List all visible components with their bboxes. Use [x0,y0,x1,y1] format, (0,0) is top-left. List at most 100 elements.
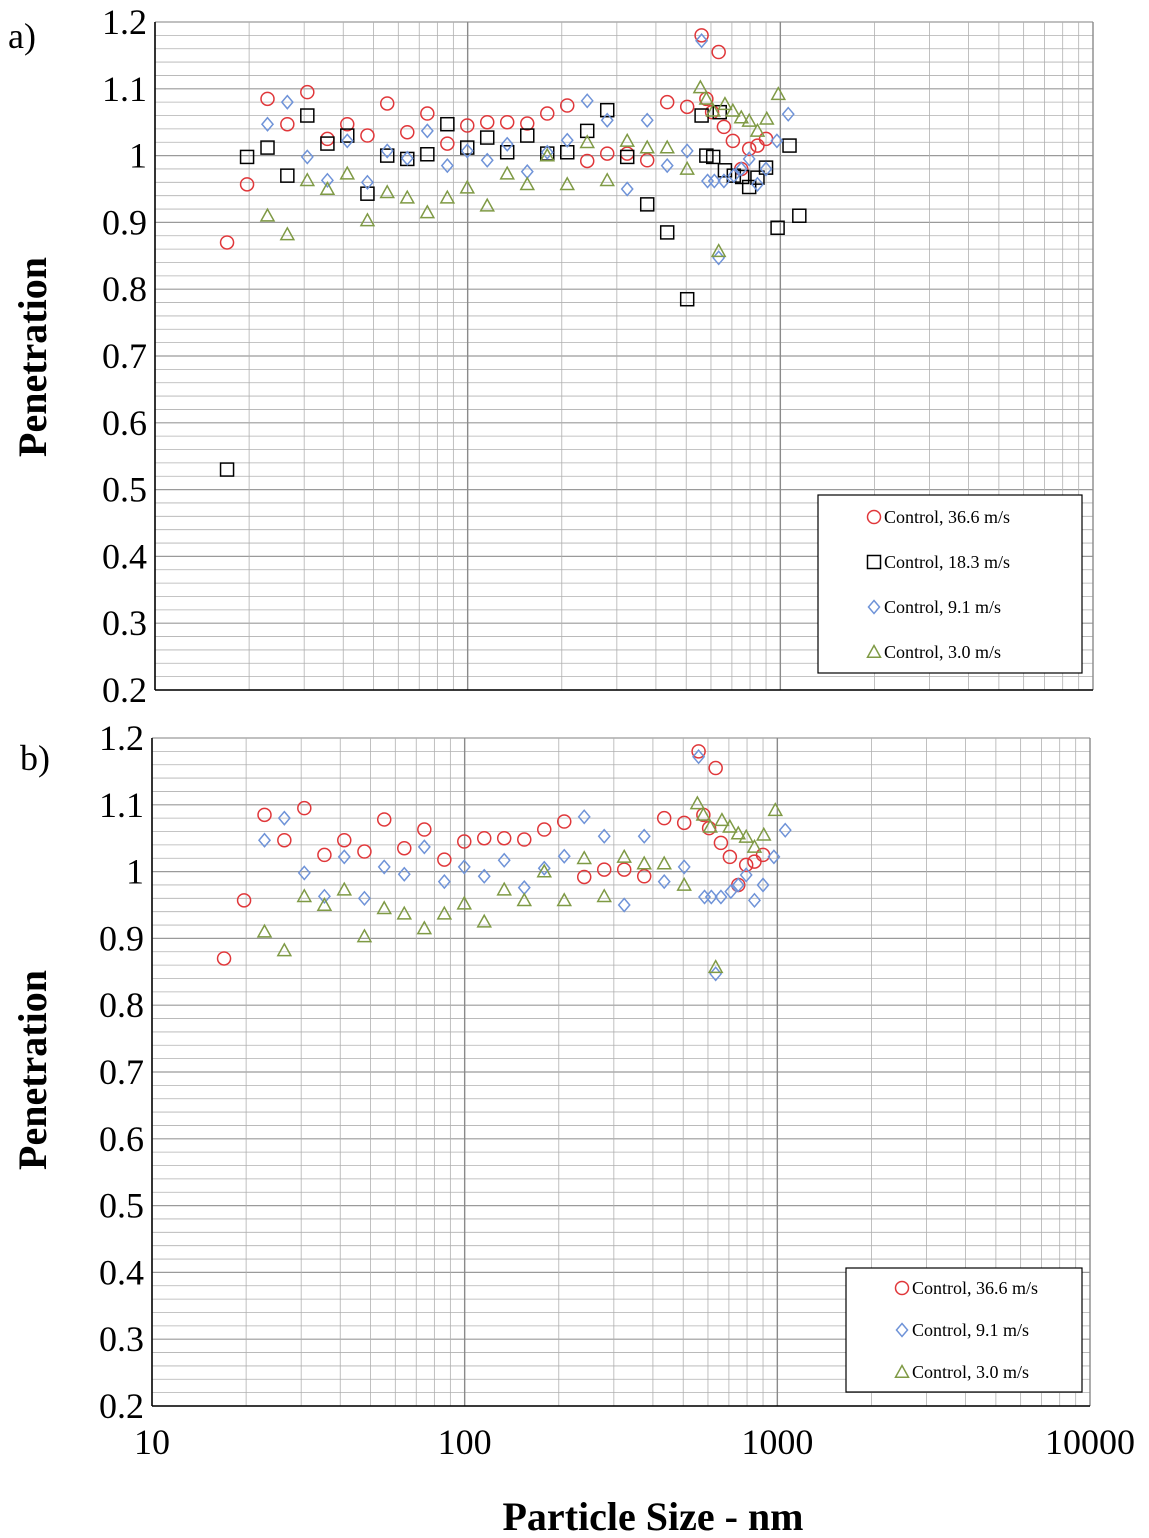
data-point-diamond [727,167,741,184]
x-tick-label: 10000 [1045,1422,1135,1462]
data-point-square [659,225,675,240]
data-point-diamond [617,897,631,913]
data-point-triangle [319,180,336,195]
data-point-diamond [457,859,471,875]
data-point-triangle [705,102,721,117]
y-axis-title-a: Penetration [10,257,55,457]
data-point-diamond [701,173,715,189]
data-point-circle [738,857,754,873]
data-point-circle [722,849,738,865]
y-tick-labels-a: 0.2 0.3 0.4 0.5 0.6 0.7 0.8 0.9 1 1.1 1.2 [102,2,147,710]
legend-label: Control, 36.6 m/s [912,1278,1038,1298]
y-tick-label: 1.1 [102,69,147,109]
data-point-diamond [698,889,712,905]
data-point-diamond [597,828,611,844]
data-point-circle [679,99,695,115]
data-point-triangle [376,900,393,915]
data-point-circle [579,153,595,169]
data-point-circle [499,114,515,130]
data-point-circle [713,835,729,851]
data-point-circle [420,106,435,121]
data-point-circle [616,862,632,877]
data-point-triangle [616,848,632,863]
data-point-triangle [741,112,757,127]
x-tick-label: 1000 [741,1422,813,1462]
y-tick-label: 0.3 [102,603,147,643]
data-point-circle [619,146,635,161]
data-point-diamond [437,873,451,890]
data-point-square [320,136,335,151]
legend-marker-circle [894,1280,910,1296]
legend-box [845,1267,1083,1393]
data-point-circle [280,116,295,132]
data-point-triangle [717,96,733,111]
data-point-diamond [337,849,351,865]
data-point-circle [457,834,472,849]
data-point-triangle [456,895,473,910]
data-point-circle [397,840,412,856]
data-point-triangle [759,110,775,125]
data-point-square [300,108,315,123]
x-tick-label: 100 [438,1422,492,1462]
data-point-circle [747,854,762,869]
data-point-diamond [497,852,511,868]
data-point-triangle [476,913,493,928]
data-point-diamond [781,106,795,122]
data-point-diamond [724,883,738,900]
data-point-circle [317,847,332,863]
data-point-circle [236,893,252,908]
data-point-circle [300,84,315,100]
data-point-triangle [722,818,738,833]
data-point-circle [725,133,741,149]
data-point-square [599,102,615,118]
data-point-square [750,170,765,185]
data-point-diamond [660,157,674,174]
data-point-triangle [379,184,396,199]
data-point-triangle [770,86,787,101]
data-point-circle [599,146,615,161]
data-point-square [219,462,235,477]
legend-a: Control, 36.6 m/s Control, 18.3 m/s Contro… [817,494,1083,674]
y-tick-label: 0.8 [102,269,147,309]
data-point-circle [277,832,292,848]
data-point-circle [340,116,355,132]
data-point-circle [556,814,572,829]
data-point-circle [337,832,352,848]
data-point-diamond [731,877,745,893]
data-point-triangle [399,189,416,204]
data-point-triangle [279,226,296,241]
data-point-triangle [656,855,672,870]
data-point-circle [596,862,612,877]
data-point-square [679,291,695,307]
data-point-diamond [680,143,694,159]
data-point-diamond [759,161,773,177]
legend-label: Control, 9.1 m/s [884,597,1001,617]
data-point-diamond [750,176,764,192]
legend-marker-circle [866,509,882,525]
legend-label: Control, 18.3 m/s [884,552,1010,572]
data-point-triangle [689,795,706,810]
data-point-triangle [730,825,747,840]
data-point-circle [540,106,555,121]
legend-marker-diamond [867,599,881,615]
data-point-circle [750,138,765,153]
y-tick-label: 0.5 [99,1186,144,1226]
data-point-triangle [725,102,741,117]
y-tick-label: 1.2 [99,718,144,758]
data-point-circle [716,119,732,135]
y-tick-label: 0.6 [102,403,147,443]
data-point-diamond [520,163,534,180]
data-point-diamond [742,151,756,167]
y-tick-label: 0.4 [99,1252,144,1292]
data-point-diamond [600,112,614,128]
data-point-triangle [536,863,553,878]
data-point-triangle [516,892,533,907]
y-tick-label: 0.5 [102,470,147,510]
data-point-diamond [380,143,394,159]
data-point-circle [741,141,757,157]
data-point-diamond [397,866,411,882]
data-markers-b [216,744,792,982]
data-point-triangle [479,197,496,212]
y-tick-labels-b: 0.2 0.3 0.4 0.5 0.6 0.7 0.8 0.9 1 1.1 1.2 [99,718,144,1426]
